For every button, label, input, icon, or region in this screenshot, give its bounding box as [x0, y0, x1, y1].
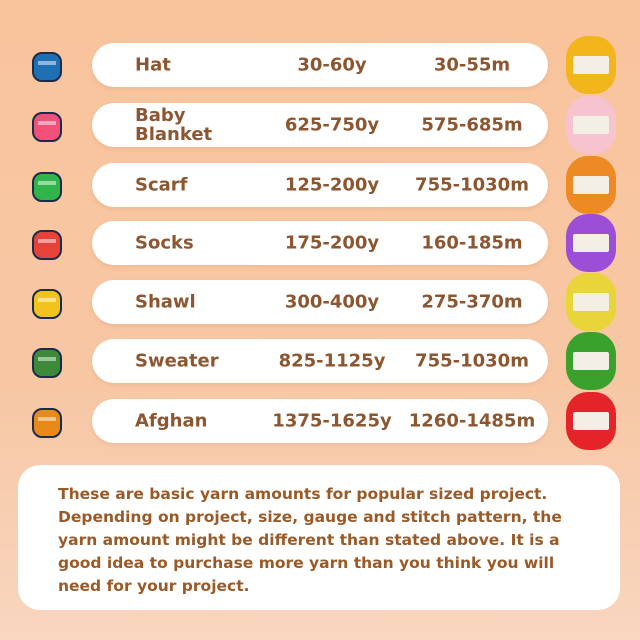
meters-value: 755-1030m: [415, 174, 529, 196]
project-name: Sweater: [135, 350, 219, 372]
project-row: Hat 30-60y 30-55m: [92, 43, 548, 87]
baby-blanket-icon: [28, 105, 66, 145]
project-name: Afghan: [135, 410, 208, 432]
meters-value: 275-370m: [421, 291, 523, 313]
yarn-ball-image: [566, 96, 616, 154]
project-name: Scarf: [135, 174, 188, 196]
note-text: These are basic yarn amounts for popular…: [58, 485, 562, 595]
yards-value: 175-200y: [284, 232, 380, 254]
project-row: Scarf 125-200y 755-1030m: [92, 163, 548, 207]
yards-value: 125-200y: [284, 174, 380, 196]
yarn-ball-image: [566, 214, 616, 272]
note-box: These are basic yarn amounts for popular…: [18, 465, 620, 610]
socks-icon: [28, 223, 66, 263]
yarn-ball-image: [566, 332, 616, 390]
project-row: Afghan 1375-1625y 1260-1485m: [92, 399, 548, 443]
yards-value: 625-750y: [284, 114, 380, 136]
yarn-ball-image: [566, 156, 616, 214]
shawl-icon: [28, 282, 66, 322]
yards-value: 1375-1625y: [272, 410, 392, 432]
project-name: Shawl: [135, 291, 196, 313]
afghan-icon: [28, 401, 66, 441]
project-name: Baby Blanket: [135, 105, 213, 145]
project-row: Socks 175-200y 160-185m: [92, 221, 548, 265]
meters-value: 575-685m: [421, 114, 523, 136]
hat-icon: [28, 45, 66, 85]
meters-value: 160-185m: [421, 232, 523, 254]
meters-value: 1260-1485m: [408, 410, 536, 432]
project-name: Socks: [135, 232, 194, 254]
yards-value: 825-1125y: [278, 350, 386, 372]
sweater-icon: [28, 341, 66, 381]
yards-value: 300-400y: [284, 291, 380, 313]
yarn-ball-image: [566, 36, 616, 94]
project-name: Hat: [135, 54, 171, 76]
project-row: Baby Blanket 625-750y 575-685m: [92, 103, 548, 147]
project-row: Shawl 300-400y 275-370m: [92, 280, 548, 324]
meters-value: 30-55m: [433, 54, 511, 76]
yards-value: 30-60y: [297, 54, 367, 76]
meters-value: 755-1030m: [415, 350, 529, 372]
yarn-ball-image: [566, 392, 616, 450]
project-row: Sweater 825-1125y 755-1030m: [92, 339, 548, 383]
scarf-icon: [28, 165, 66, 205]
yarn-ball-image: [566, 273, 616, 331]
